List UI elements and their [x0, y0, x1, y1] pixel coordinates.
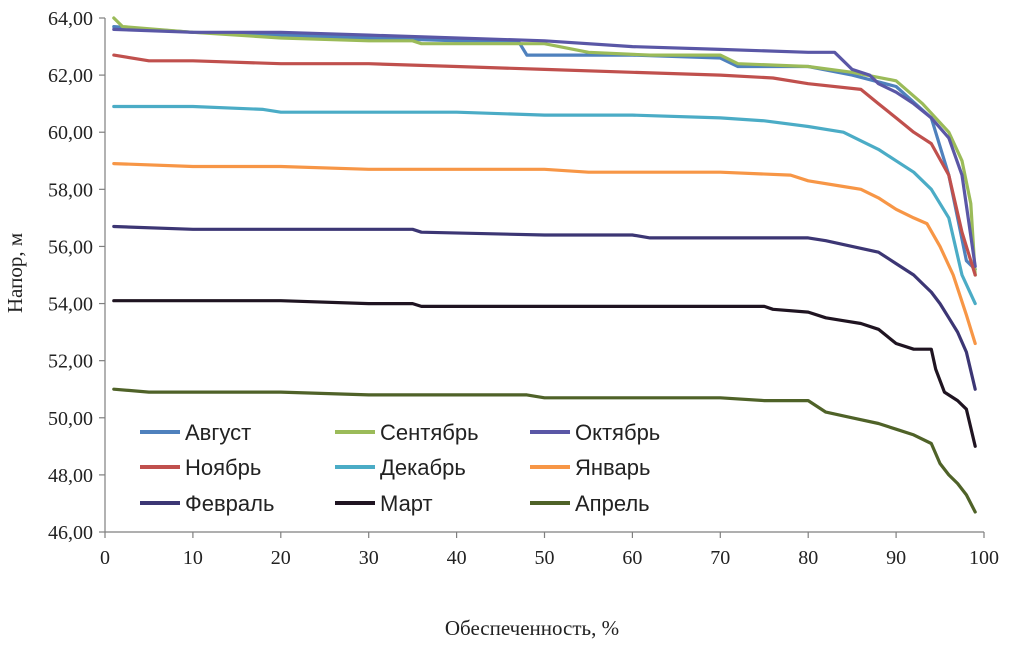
legend-label: Январь: [575, 455, 650, 480]
x-tick-label: 10: [183, 547, 203, 569]
y-tick-label: 52,00: [48, 351, 93, 373]
legend-label: Март: [380, 491, 433, 516]
series-line: [112, 53, 977, 277]
x-tick-label: 90: [886, 547, 906, 569]
y-tick-label: 56,00: [48, 236, 93, 258]
x-tick-label: 0: [100, 547, 110, 569]
y-tick-label: 54,00: [48, 294, 93, 316]
x-tick-label: 80: [798, 547, 818, 569]
y-tick-label: 64,00: [48, 8, 93, 30]
series-line: [112, 25, 977, 271]
legend-label: Февраль: [185, 491, 274, 516]
series-line: [112, 16, 977, 277]
series-line: [112, 224, 977, 391]
y-tick-label: 60,00: [48, 122, 93, 144]
plot-area: [112, 16, 977, 514]
series-line: [112, 27, 977, 268]
y-axis-title: Напор, м: [3, 233, 27, 313]
legend-label: Сентябрь: [380, 420, 479, 445]
legend-label: Октябрь: [575, 420, 660, 445]
x-tick-label: 100: [969, 547, 999, 569]
legend: Август Сентябрь Октябрь Ноябрь Декабрь Январь…: [140, 420, 660, 516]
y-tick-label: 48,00: [48, 465, 93, 487]
x-tick-label: 50: [535, 547, 555, 569]
x-tick-label: 30: [359, 547, 379, 569]
x-tick-label: 70: [710, 547, 730, 569]
y-tick-label: 46,00: [48, 522, 93, 544]
x-tick-label: 60: [622, 547, 642, 569]
legend-label: Апрель: [575, 491, 650, 516]
ticks: 46,00 48,00 50,00 52,00 54,00 56,00 58,00 60,00…: [48, 8, 999, 569]
x-tick-label: 40: [447, 547, 467, 569]
series-line: [112, 299, 977, 448]
x-axis-title: Обеспеченность, %: [445, 616, 619, 640]
legend-label: Ноябрь: [185, 455, 261, 480]
y-tick-label: 58,00: [48, 179, 93, 201]
x-tick-label: 20: [271, 547, 291, 569]
legend-label: Август: [185, 420, 251, 445]
y-tick-label: 62,00: [48, 65, 93, 87]
y-tick-label: 50,00: [48, 408, 93, 430]
series-line: [112, 162, 977, 346]
series-line: [112, 104, 977, 306]
series-line: [112, 387, 977, 514]
legend-label: Декабрь: [380, 455, 466, 480]
